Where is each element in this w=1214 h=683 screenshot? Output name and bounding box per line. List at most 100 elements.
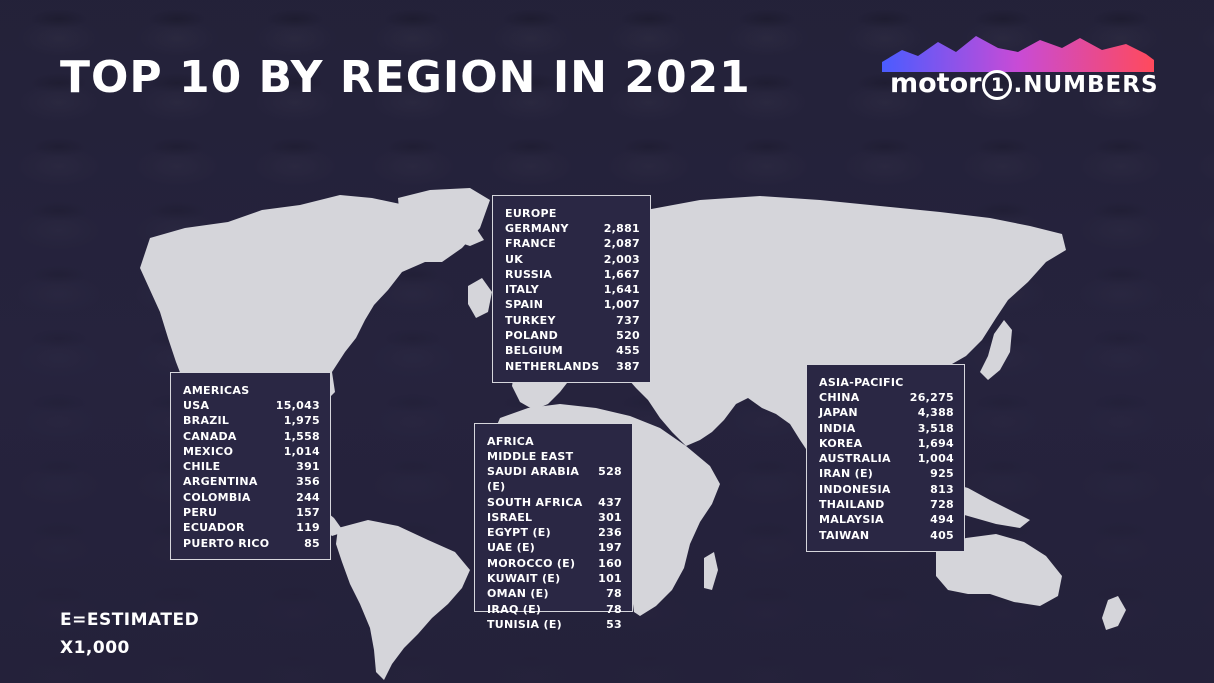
region-title: ASIA-PACIFIC — [819, 376, 904, 389]
region-box-europe: EUROPE GERMANY 2,881 FRANCE 2,087 UK 2,003 RUS… — [492, 195, 651, 383]
country-name: MALAYSIA — [819, 513, 884, 527]
country-name: KUWAIT (E) — [487, 572, 561, 586]
country-row: TAIWAN 405 — [819, 528, 954, 543]
country-row: JAPAN 4,388 — [819, 405, 954, 420]
country-name: UAE (E) — [487, 541, 536, 555]
landmass-uk — [468, 278, 492, 318]
country-row: MOROCCO (E) 160 — [487, 556, 622, 571]
logo-peaks-graphic — [882, 36, 1154, 72]
country-row: INDIA 3,518 — [819, 421, 954, 436]
page-title: TOP 10 BY REGION IN 2021 — [60, 52, 751, 103]
country-row: UK 2,003 — [505, 252, 640, 267]
country-name: ECUADOR — [183, 521, 245, 535]
country-row: MALAYSIA 494 — [819, 512, 954, 527]
country-row: INDONESIA 813 — [819, 482, 954, 497]
landmass-australia — [936, 534, 1062, 606]
region-title: EUROPE — [505, 207, 557, 220]
landmass-iceland — [458, 228, 484, 246]
country-value: 4,388 — [917, 406, 954, 420]
country-name: THAILAND — [819, 498, 885, 512]
country-name: FRANCE — [505, 237, 557, 251]
country-row: SAUDI ARABIA (E) 528 — [487, 464, 622, 495]
country-value: 2,087 — [603, 237, 640, 251]
country-value: 391 — [296, 460, 320, 474]
country-name: JAPAN — [819, 406, 858, 420]
country-value: 1,667 — [603, 267, 640, 281]
country-row: IRAN (E) 925 — [819, 466, 954, 481]
country-value: 728 — [930, 498, 954, 512]
landmass-asia — [614, 196, 1066, 458]
landmass-new-zealand — [1102, 596, 1126, 630]
country-row: OMAN (E) 78 — [487, 586, 622, 601]
country-name: RUSSIA — [505, 267, 553, 281]
country-value: 15,043 — [275, 399, 320, 412]
country-name: IRAN (E) — [819, 467, 874, 481]
country-row: MEXICO 1,014 — [183, 444, 320, 459]
country-name: TURKEY — [505, 313, 556, 327]
country-row: THAILAND 728 — [819, 497, 954, 512]
country-name: NETHERLANDS — [505, 359, 600, 373]
country-name: AUSTRALIA — [819, 452, 891, 466]
country-value: 520 — [616, 329, 640, 343]
country-row: ECUADOR 119 — [183, 520, 320, 535]
region-box-africa-middle-east: AFRICA MIDDLE EAST SAUDI ARABIA (E) 528 SO… — [474, 423, 633, 631]
country-row: TUNISIA (E) 53 — [487, 617, 622, 632]
country-value: 1,975 — [283, 414, 320, 428]
landmass-madagascar — [704, 552, 718, 590]
country-row: ISRAEL 301 — [487, 510, 622, 525]
country-name: TUNISIA (E) — [487, 617, 562, 631]
country-row: KUWAIT (E) 101 — [487, 571, 622, 586]
country-name: PUERTO RICO — [183, 536, 270, 550]
country-name: ARGENTINA — [183, 475, 258, 489]
country-value: 2,881 — [603, 222, 640, 235]
motor1-numbers-logo: motor 1 .NUMBERS — [880, 32, 1159, 108]
country-name: USA — [183, 399, 210, 412]
country-row: BRAZIL 1,975 — [183, 413, 320, 428]
country-value: 78 — [606, 602, 622, 616]
country-name: EGYPT (E) — [487, 526, 551, 540]
country-value: 1,641 — [603, 283, 640, 297]
country-value: 160 — [598, 556, 622, 570]
country-row: KOREA 1,694 — [819, 436, 954, 451]
country-value: 197 — [598, 541, 622, 555]
country-name: ITALY — [505, 283, 540, 297]
country-name: GERMANY — [505, 222, 569, 235]
country-name: COLOMBIA — [183, 490, 251, 504]
region-box-asia-pacific: ASIA-PACIFIC CHINA 26,275 JAPAN 4,388 INDIA 3… — [806, 364, 965, 552]
region-title: AFRICA — [487, 435, 534, 448]
country-name: CANADA — [183, 429, 237, 443]
country-value: 437 — [598, 495, 622, 509]
country-row: POLAND 520 — [505, 328, 640, 343]
country-name: OMAN (E) — [487, 587, 549, 601]
country-value: 85 — [304, 536, 320, 550]
country-value: 813 — [930, 482, 954, 496]
estimated-note: E=ESTIMATED — [60, 610, 200, 630]
country-row: AUSTRALIA 1,004 — [819, 451, 954, 466]
country-value: 301 — [598, 510, 622, 524]
country-name: POLAND — [505, 329, 559, 343]
country-name: ISRAEL — [487, 510, 533, 524]
country-name: BRAZIL — [183, 414, 230, 428]
country-row: BELGIUM 455 — [505, 343, 640, 358]
country-value: 1,694 — [917, 436, 954, 450]
logo-wordmark: motor 1 .NUMBERS — [890, 68, 1159, 100]
country-value: 528 — [598, 465, 622, 478]
region-rows: USA 15,043 BRAZIL 1,975 CANADA 1,558 MEXICO 1,0… — [183, 398, 320, 551]
country-name: CHINA — [819, 391, 860, 404]
landmass-greenland — [398, 188, 490, 262]
country-row: PERU 157 — [183, 505, 320, 520]
country-value: 157 — [296, 506, 320, 520]
country-value: 1,004 — [917, 452, 954, 466]
country-name: INDONESIA — [819, 482, 891, 496]
country-row: SPAIN 1,007 — [505, 297, 640, 312]
country-row: ITALY 1,641 — [505, 282, 640, 297]
country-value: 2,003 — [603, 252, 640, 266]
country-row: RUSSIA 1,667 — [505, 267, 640, 282]
country-row: COLOMBIA 244 — [183, 490, 320, 505]
country-name: SPAIN — [505, 298, 544, 312]
country-value: 387 — [616, 359, 640, 373]
country-row: FRANCE 2,087 — [505, 236, 640, 251]
country-row: EGYPT (E) 236 — [487, 525, 622, 540]
logo-numbers: .NUMBERS — [1013, 72, 1159, 98]
logo-one-circle: 1 — [982, 70, 1013, 100]
